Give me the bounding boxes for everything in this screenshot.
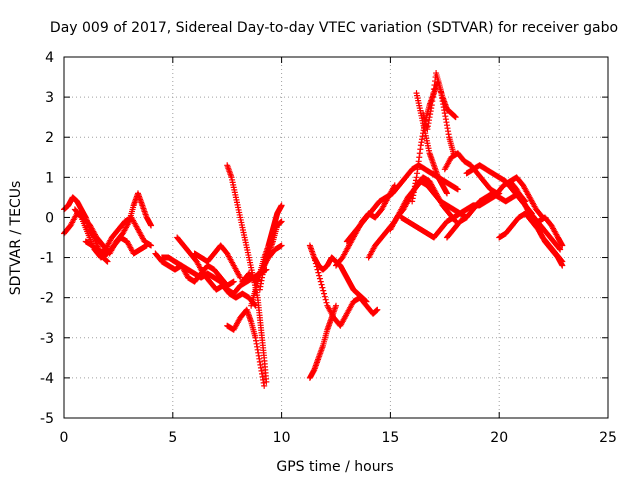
data-point: [148, 222, 155, 229]
series-arc30: [517, 194, 564, 253]
series-arc4: [82, 214, 155, 257]
y-tick-label: 0: [45, 210, 54, 226]
x-tick-label: 10: [273, 430, 291, 446]
x-axis-label: GPS time / hours: [276, 459, 393, 475]
chart-title: Day 009 of 2017, Sidereal Day-to-day VTE…: [50, 20, 618, 36]
data-point: [452, 114, 459, 121]
data-point: [559, 258, 566, 265]
data-point: [278, 218, 285, 225]
data-point: [443, 190, 450, 197]
data-point: [557, 246, 564, 253]
data-point: [321, 290, 328, 297]
y-axis-label: SDTVAR / TECUs: [8, 181, 24, 296]
series-arc10: [224, 306, 268, 389]
y-tick-label: -3: [40, 331, 54, 347]
data-point: [320, 287, 327, 294]
series-arc31: [535, 214, 566, 249]
data-point: [322, 296, 329, 303]
series-arc8: [191, 242, 244, 281]
x-tick-label: 15: [381, 430, 399, 446]
y-tick-label: 1: [45, 170, 54, 186]
data-point: [558, 257, 565, 264]
y-tick-label: 3: [45, 90, 54, 106]
data-point: [556, 245, 563, 252]
data-point: [261, 382, 268, 389]
data-point: [314, 266, 321, 273]
data-point: [319, 284, 326, 291]
series-arc16: [311, 254, 381, 329]
data-point: [77, 213, 84, 220]
series-arc13: [256, 218, 285, 293]
grid-layer: [64, 57, 608, 418]
x-tick-label: 5: [168, 430, 177, 446]
y-tick-label: -5: [40, 411, 54, 427]
data-point: [278, 242, 285, 249]
data-layer: [61, 70, 566, 389]
data-point: [104, 258, 111, 265]
data-point: [315, 269, 322, 276]
x-tick-label: 20: [490, 430, 508, 446]
data-point: [333, 302, 339, 309]
data-point: [318, 281, 325, 288]
data-point: [263, 378, 270, 385]
y-tick-label: -4: [40, 371, 54, 387]
data-point: [323, 299, 330, 306]
data-point: [237, 274, 244, 281]
series-arc15: [306, 302, 339, 381]
data-point: [316, 275, 323, 282]
data-point: [313, 263, 320, 270]
data-point: [278, 202, 285, 209]
data-point: [321, 293, 328, 300]
plot-frame: [63, 56, 609, 419]
data-point: [317, 278, 324, 285]
data-point: [312, 260, 319, 267]
y-tick-label: -1: [40, 251, 54, 267]
x-tick-label: 25: [599, 430, 617, 446]
data-point: [454, 186, 461, 193]
data-point: [311, 254, 318, 261]
x-tick-label: 0: [60, 430, 69, 446]
y-tick-label: 2: [45, 130, 54, 146]
y-tick-label: 4: [45, 50, 54, 66]
data-point: [148, 242, 155, 249]
data-point: [230, 278, 237, 285]
axis-layer: 0 5 10 15 20 25 -5 -4 -3 -2 -1 0 1 2 3 4: [40, 50, 617, 446]
data-point: [316, 272, 323, 279]
data-point: [312, 257, 319, 264]
y-tick-label: -2: [40, 291, 54, 307]
data-point: [374, 306, 381, 313]
data-point: [559, 242, 566, 249]
